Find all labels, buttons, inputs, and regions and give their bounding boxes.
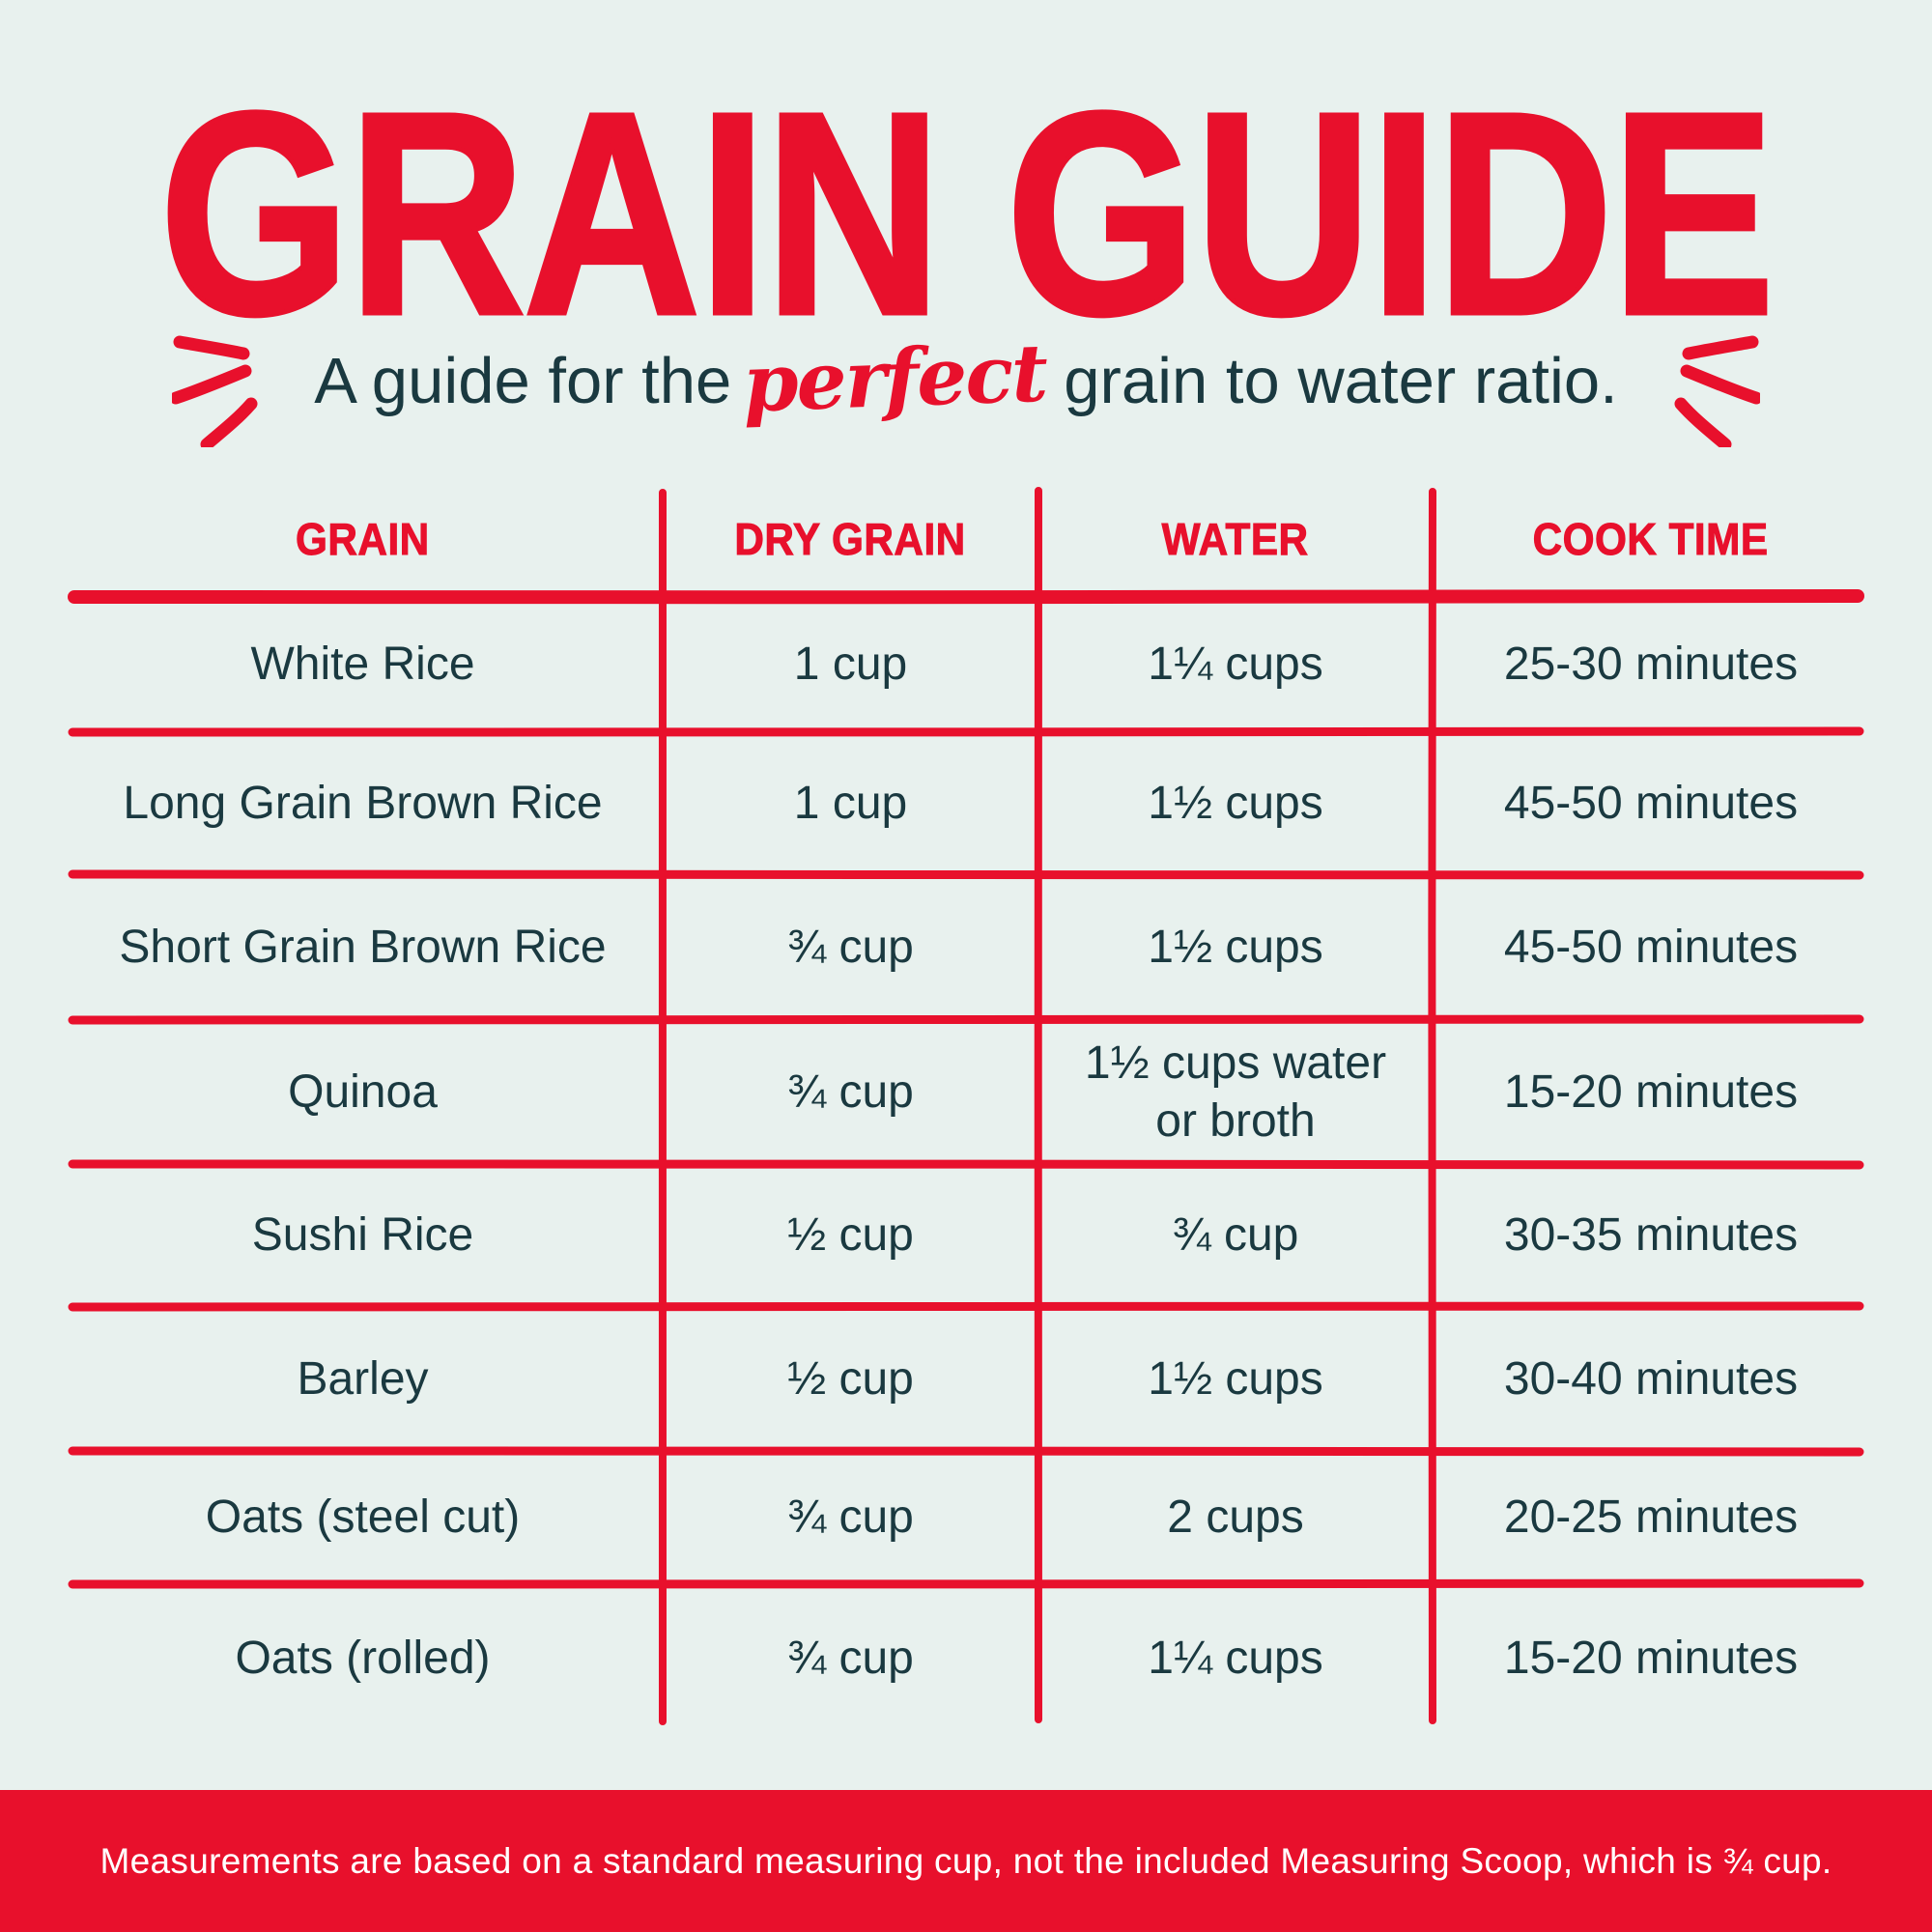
water-cell: ¾ cup [1172,1209,1299,1261]
cook-time-cell: 15-20 minutes [1503,1632,1799,1684]
cook-time-cell: 30-35 minutes [1503,1209,1799,1261]
column-header-label: GRAIN [296,513,430,564]
poster-title: GRAIN GUIDE [157,53,1776,375]
cook-time-cell: 25-30 minutes [1503,638,1799,690]
cook-time-cell: 30-40 minutes [1503,1352,1799,1405]
cook-time-cell: 45-50 minutes [1503,777,1799,829]
column-header-label: DRY GRAIN [734,513,967,564]
water-cell: 1½ cups [1148,921,1323,973]
grain-cell: Oats (rolled) [235,1632,491,1684]
grain-cell: White Rice [250,638,475,690]
dry-grain-cell: 1 cup [793,777,908,829]
grain-cell: Sushi Rice [251,1209,474,1261]
title-area: GRAIN GUIDE [0,53,1932,375]
water-cell: 1¼ cups [1148,638,1323,690]
grain-cell: Oats (steel cut) [205,1492,521,1543]
dry-grain-cell: ¾ cup [787,1492,914,1543]
dry-grain-cell: ¾ cup [787,1065,914,1118]
table-content: GRAIN DRY GRAIN WATER COOK TIME White Ri… [63,483,1869,1732]
column-header-dry-grain: DRY GRAIN [663,483,1038,596]
column-header-label: WATER [1162,513,1309,564]
emphasis-rays-right-icon [1674,335,1760,447]
grain-cell: Long Grain Brown Rice [123,777,603,829]
footer-note: Measurements are based on a standard mea… [99,1840,1833,1881]
column-header-cook-time: COOK TIME [1433,483,1869,596]
column-header-grain: GRAIN [63,483,663,596]
footer-note-bar: Measurements are based on a standard mea… [0,1790,1932,1932]
subtitle-highlight: perfect [741,327,1048,431]
dry-grain-cell: ½ cup [787,1352,914,1405]
cook-time-cell: 20-25 minutes [1503,1492,1799,1543]
water-cell: 2 cups [1167,1492,1304,1543]
subtitle-prefix: A guide for the [314,345,732,417]
poster-subtitle: A guide for the perfect grain to water rat… [0,327,1932,431]
grain-cell: Quinoa [288,1065,438,1118]
column-header-water: WATER [1038,483,1433,596]
water-cell: 1½ cups [1148,777,1323,829]
emphasis-rays-left-icon [172,335,258,447]
water-cell: 1½ cups [1148,1352,1323,1405]
dry-grain-cell: 1 cup [793,638,908,690]
grain-cell: Short Grain Brown Rice [119,921,607,973]
dry-grain-cell: ¾ cup [787,1632,914,1684]
grain-cell: Barley [297,1352,429,1405]
table-grid-lines [68,487,1864,1725]
subtitle-suffix: grain to water ratio. [1064,345,1618,417]
water-cell: 1½ cups water or broth [1084,1037,1387,1147]
cook-time-cell: 15-20 minutes [1503,1065,1799,1118]
water-cell: 1¼ cups [1148,1632,1323,1684]
dry-grain-cell: ½ cup [787,1209,914,1261]
cook-time-cell: 45-50 minutes [1503,921,1799,973]
dry-grain-cell: ¾ cup [787,921,914,973]
column-header-label: COOK TIME [1533,513,1769,564]
grain-table: GRAIN DRY GRAIN WATER COOK TIME White Ri… [63,483,1869,1732]
